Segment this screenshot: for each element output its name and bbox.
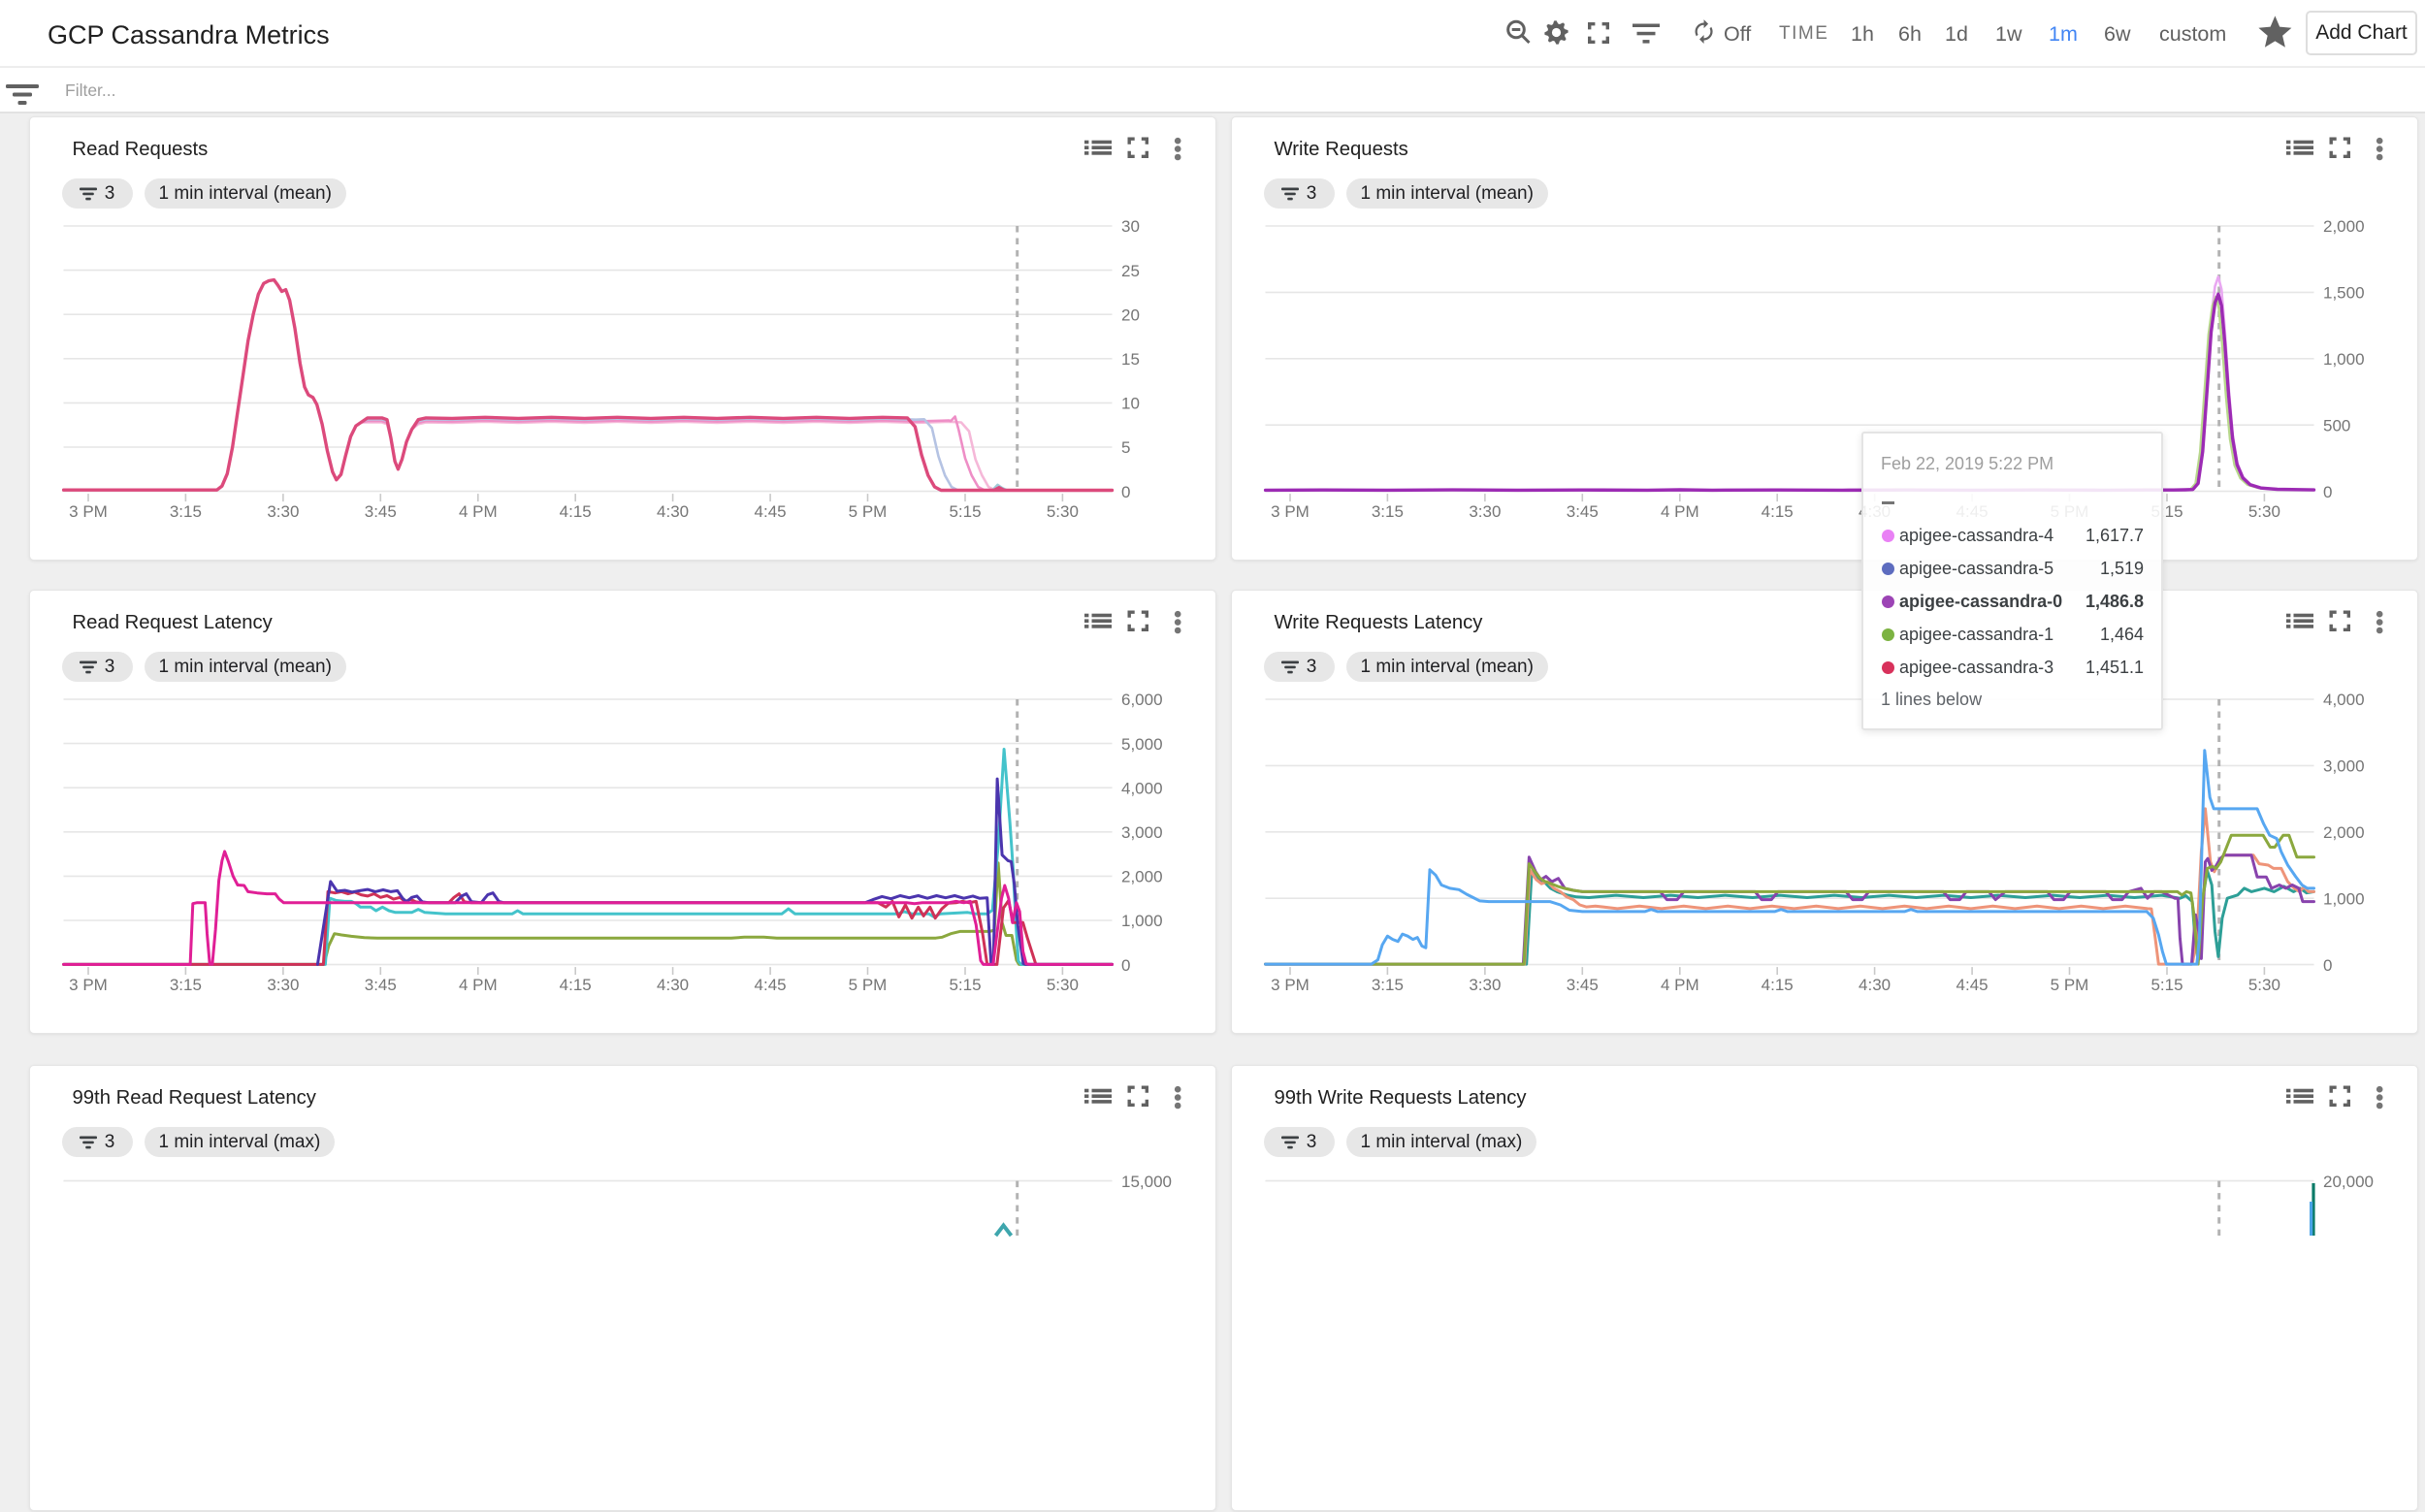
svg-text:3:30: 3:30: [1469, 976, 1501, 994]
svg-text:5 PM: 5 PM: [848, 976, 887, 994]
svg-text:3 PM: 3 PM: [69, 976, 108, 994]
svg-text:20: 20: [1121, 306, 1140, 324]
svg-text:4:45: 4:45: [754, 502, 786, 521]
svg-text:1,500: 1,500: [2323, 284, 2365, 303]
svg-text:3:45: 3:45: [1566, 976, 1598, 994]
svg-text:3:45: 3:45: [364, 976, 396, 994]
svg-text:3:45: 3:45: [1566, 502, 1598, 521]
svg-text:0: 0: [2323, 483, 2332, 501]
svg-text:5:30: 5:30: [2247, 502, 2280, 521]
svg-text:0: 0: [2323, 956, 2332, 975]
svg-text:4 PM: 4 PM: [458, 502, 497, 521]
svg-text:4,000: 4,000: [1121, 779, 1163, 797]
svg-text:10: 10: [1121, 395, 1140, 413]
svg-text:1,000: 1,000: [2323, 889, 2365, 908]
svg-text:4 PM: 4 PM: [458, 976, 497, 994]
svg-text:2,000: 2,000: [1121, 868, 1163, 886]
svg-text:3 PM: 3 PM: [69, 502, 108, 521]
svg-text:25: 25: [1121, 262, 1140, 280]
svg-text:3:15: 3:15: [1371, 502, 1403, 521]
svg-text:5 PM: 5 PM: [848, 502, 887, 521]
svg-text:4:45: 4:45: [1956, 976, 1988, 994]
svg-text:5,000: 5,000: [1121, 735, 1163, 754]
svg-text:3:45: 3:45: [364, 502, 396, 521]
svg-text:4,000: 4,000: [2323, 691, 2365, 709]
svg-text:0: 0: [1121, 483, 1130, 501]
svg-text:3:30: 3:30: [267, 502, 299, 521]
svg-text:4:15: 4:15: [559, 502, 591, 521]
svg-text:5:15: 5:15: [2150, 976, 2182, 994]
svg-text:2,000: 2,000: [2323, 217, 2365, 236]
svg-text:3,000: 3,000: [1121, 823, 1163, 842]
svg-text:4 PM: 4 PM: [1660, 502, 1698, 521]
svg-text:3 PM: 3 PM: [1271, 502, 1310, 521]
svg-text:4:15: 4:15: [1761, 502, 1793, 521]
svg-text:5:15: 5:15: [949, 976, 981, 994]
svg-text:4:15: 4:15: [559, 976, 591, 994]
svg-text:5:30: 5:30: [2247, 976, 2280, 994]
svg-text:4:30: 4:30: [657, 976, 689, 994]
svg-text:3:15: 3:15: [1371, 976, 1403, 994]
svg-text:3:30: 3:30: [267, 976, 299, 994]
svg-text:30: 30: [1121, 217, 1140, 236]
svg-text:5 PM: 5 PM: [2050, 976, 2088, 994]
svg-text:5:30: 5:30: [1046, 976, 1078, 994]
svg-text:6,000: 6,000: [1121, 691, 1163, 709]
svg-text:3 PM: 3 PM: [1271, 976, 1310, 994]
svg-text:15,000: 15,000: [1121, 1173, 1172, 1191]
svg-text:2,000: 2,000: [2323, 823, 2365, 842]
svg-text:20,000: 20,000: [2323, 1173, 2374, 1191]
svg-text:4:45: 4:45: [754, 976, 786, 994]
svg-text:15: 15: [1121, 350, 1140, 369]
svg-text:3:15: 3:15: [169, 976, 201, 994]
svg-text:5: 5: [1121, 438, 1130, 457]
svg-text:5:15: 5:15: [949, 502, 981, 521]
svg-text:5:30: 5:30: [1046, 502, 1078, 521]
svg-text:3:30: 3:30: [1469, 502, 1501, 521]
svg-text:4:30: 4:30: [657, 502, 689, 521]
svg-text:1,000: 1,000: [2323, 350, 2365, 369]
svg-text:3:15: 3:15: [169, 502, 201, 521]
svg-text:500: 500: [2323, 416, 2350, 434]
svg-text:3,000: 3,000: [2323, 757, 2365, 776]
svg-text:4:30: 4:30: [1859, 976, 1891, 994]
svg-text:4:15: 4:15: [1761, 976, 1793, 994]
svg-text:1,000: 1,000: [1121, 912, 1163, 930]
svg-text:4 PM: 4 PM: [1660, 976, 1698, 994]
svg-text:0: 0: [1121, 956, 1130, 975]
